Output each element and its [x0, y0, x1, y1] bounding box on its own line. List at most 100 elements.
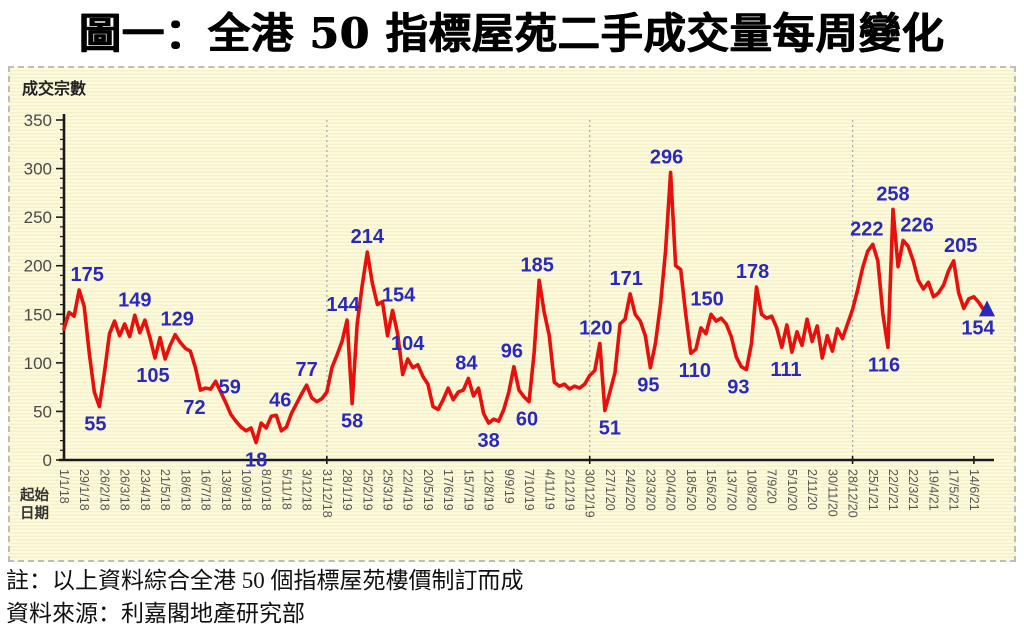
svg-text:296: 296	[650, 146, 683, 168]
svg-text:120: 120	[579, 317, 612, 339]
svg-text:18: 18	[245, 450, 267, 472]
svg-text:116: 116	[868, 354, 900, 376]
svg-text:7/10/19: 7/10/19	[522, 469, 536, 511]
svg-text:24/2/20: 24/2/20	[623, 469, 637, 511]
svg-text:105: 105	[136, 365, 169, 387]
svg-text:60: 60	[516, 409, 538, 431]
svg-text:38: 38	[477, 430, 499, 452]
svg-text:185: 185	[520, 254, 553, 276]
svg-text:111: 111	[770, 359, 801, 381]
svg-text:10/8/20: 10/8/20	[744, 469, 758, 511]
svg-text:4/11/19: 4/11/19	[542, 469, 556, 510]
svg-text:95: 95	[637, 375, 659, 397]
transactions-line-chart: 350 300 250 200 150 100 50 0 成交宗數 1/1/18 29/1/18 26…	[19, 79, 996, 522]
svg-text:22/2/21: 22/2/21	[886, 469, 900, 511]
svg-text:5/10/20: 5/10/20	[785, 469, 799, 511]
note-data-method: 註：以上資料綜合全港 50 個指標屋苑樓價制訂而成	[6, 568, 524, 593]
svg-text:成交宗數: 成交宗數	[22, 79, 86, 98]
svg-text:250: 250	[24, 208, 52, 227]
svg-text:27/1/20: 27/1/20	[603, 469, 617, 511]
svg-text:100: 100	[24, 354, 52, 373]
svg-text:18/5/20: 18/5/20	[684, 469, 698, 511]
svg-text:25/2/19: 25/2/19	[360, 469, 374, 511]
svg-text:51: 51	[599, 417, 621, 439]
svg-text:150: 150	[690, 288, 723, 310]
svg-text:7/9/20: 7/9/20	[765, 469, 779, 504]
svg-text:50: 50	[33, 402, 52, 421]
svg-text:226: 226	[900, 214, 933, 236]
svg-text:31/12/18: 31/12/18	[320, 469, 334, 518]
svg-text:154: 154	[961, 317, 995, 339]
svg-text:26/3/18: 26/3/18	[118, 469, 132, 511]
svg-text:23/3/20: 23/3/20	[643, 469, 657, 511]
svg-text:300: 300	[24, 160, 52, 179]
svg-text:350: 350	[24, 111, 52, 130]
svg-text:起始: 起始	[19, 486, 49, 504]
svg-text:23/4/18: 23/4/18	[138, 469, 152, 511]
svg-text:2/11/20: 2/11/20	[805, 469, 819, 510]
svg-text:144: 144	[326, 294, 360, 316]
svg-text:29/1/18: 29/1/18	[77, 469, 91, 511]
svg-text:1/1/18: 1/1/18	[57, 469, 71, 504]
svg-text:55: 55	[84, 414, 106, 436]
svg-text:72: 72	[183, 397, 205, 419]
svg-text:19/4/21: 19/4/21	[926, 469, 940, 511]
svg-text:150: 150	[24, 305, 52, 324]
note-data-source: 資料來源：利嘉閣地產研究部	[6, 601, 305, 626]
svg-text:93: 93	[727, 377, 749, 399]
svg-text:21/5/18: 21/5/18	[158, 469, 172, 511]
svg-text:28/1/19: 28/1/19	[340, 469, 354, 511]
svg-text:25/3/19: 25/3/19	[381, 469, 395, 511]
svg-text:26/2/18: 26/2/18	[97, 469, 111, 511]
svg-text:22/4/19: 22/4/19	[401, 469, 415, 511]
svg-text:9/9/19: 9/9/19	[502, 469, 516, 504]
svg-text:149: 149	[118, 289, 151, 311]
svg-text:3/12/18: 3/12/18	[300, 469, 314, 511]
svg-text:25/1/21: 25/1/21	[866, 469, 880, 511]
svg-text:178: 178	[736, 261, 769, 283]
svg-text:59: 59	[219, 377, 241, 399]
svg-text:30/11/20: 30/11/20	[825, 469, 839, 517]
chart-title: 圖一：全港 50 指標屋苑二手成交量每周變化	[79, 9, 945, 58]
svg-text:129: 129	[161, 309, 194, 331]
svg-text:104: 104	[391, 333, 425, 355]
svg-text:20/5/19: 20/5/19	[421, 469, 435, 511]
svg-text:30/12/19: 30/12/19	[583, 469, 597, 518]
svg-text:214: 214	[351, 226, 385, 248]
svg-text:175: 175	[70, 264, 103, 286]
svg-text:13/7/20: 13/7/20	[724, 469, 738, 511]
svg-text:10/9/18: 10/9/18	[239, 469, 253, 511]
svg-text:22/3/21: 22/3/21	[906, 469, 920, 511]
svg-text:17/5/21: 17/5/21	[947, 469, 961, 511]
svg-text:46: 46	[269, 389, 291, 411]
svg-text:5/11/18: 5/11/18	[279, 469, 293, 510]
svg-text:171: 171	[609, 268, 642, 290]
svg-text:28/12/20: 28/12/20	[846, 469, 860, 518]
svg-text:20/4/20: 20/4/20	[664, 469, 678, 511]
svg-text:13/8/18: 13/8/18	[219, 469, 233, 511]
svg-text:222: 222	[850, 218, 883, 240]
svg-text:96: 96	[501, 341, 523, 363]
svg-text:16/7/18: 16/7/18	[199, 469, 213, 511]
chart-panel: 350 300 250 200 150 100 50 0 成交宗數 1/1/18 29/1/18 26…	[8, 66, 1016, 562]
svg-text:258: 258	[876, 183, 909, 205]
svg-text:15/6/20: 15/6/20	[704, 469, 718, 511]
svg-text:8/10/18: 8/10/18	[259, 469, 273, 511]
chart-notes: 註：以上資料綜合全港 50 個指標屋苑樓價制訂而成 資料來源：利嘉閣地產研究部	[6, 564, 1016, 630]
svg-text:205: 205	[944, 235, 977, 257]
svg-text:15/7/19: 15/7/19	[461, 469, 475, 511]
svg-text:12/8/19: 12/8/19	[482, 469, 496, 511]
svg-text:58: 58	[341, 411, 363, 433]
svg-text:154: 154	[382, 284, 416, 306]
svg-text:84: 84	[455, 352, 478, 374]
svg-text:200: 200	[24, 257, 52, 276]
svg-text:2/12/19: 2/12/19	[562, 469, 576, 511]
svg-text:日期: 日期	[20, 504, 49, 522]
svg-text:17/6/19: 17/6/19	[441, 469, 455, 511]
svg-text:0: 0	[43, 451, 52, 470]
svg-text:14/6/21: 14/6/21	[967, 469, 981, 511]
svg-text:77: 77	[296, 359, 318, 381]
svg-text:18/6/18: 18/6/18	[178, 469, 192, 511]
svg-text:110: 110	[679, 360, 711, 382]
